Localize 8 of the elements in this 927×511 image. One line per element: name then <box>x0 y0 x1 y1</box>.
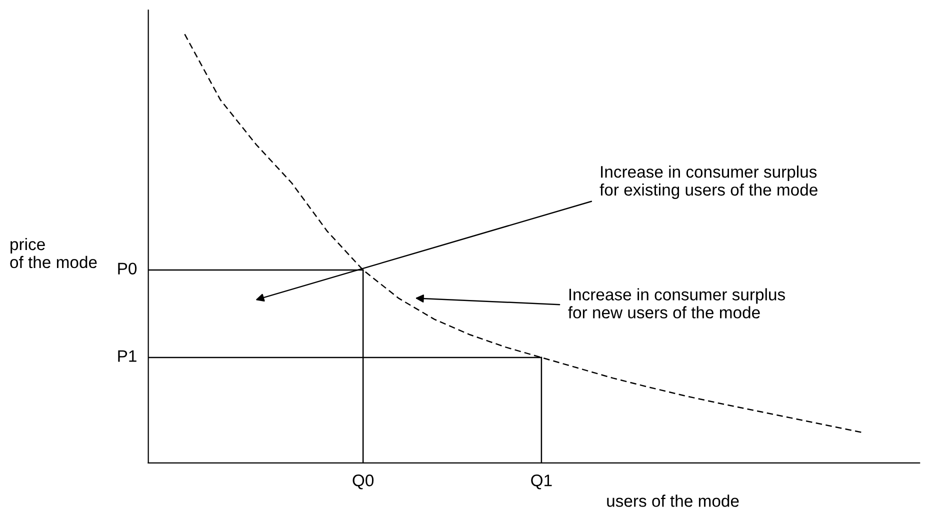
annotation: Increase in consumer surplus for existing users of the mode <box>600 166 818 200</box>
text: Q0 <box>352 474 374 490</box>
x-axis-title: users of the mode <box>607 494 739 507</box>
annotation: Increase in consumer surplus for new users of the mode <box>568 288 785 318</box>
ref-line-label: P1 <box>118 350 136 362</box>
ref-line-label: P0 <box>118 262 137 275</box>
text: Q1 <box>531 474 552 490</box>
y-axis-title: price of the mode <box>10 238 97 268</box>
